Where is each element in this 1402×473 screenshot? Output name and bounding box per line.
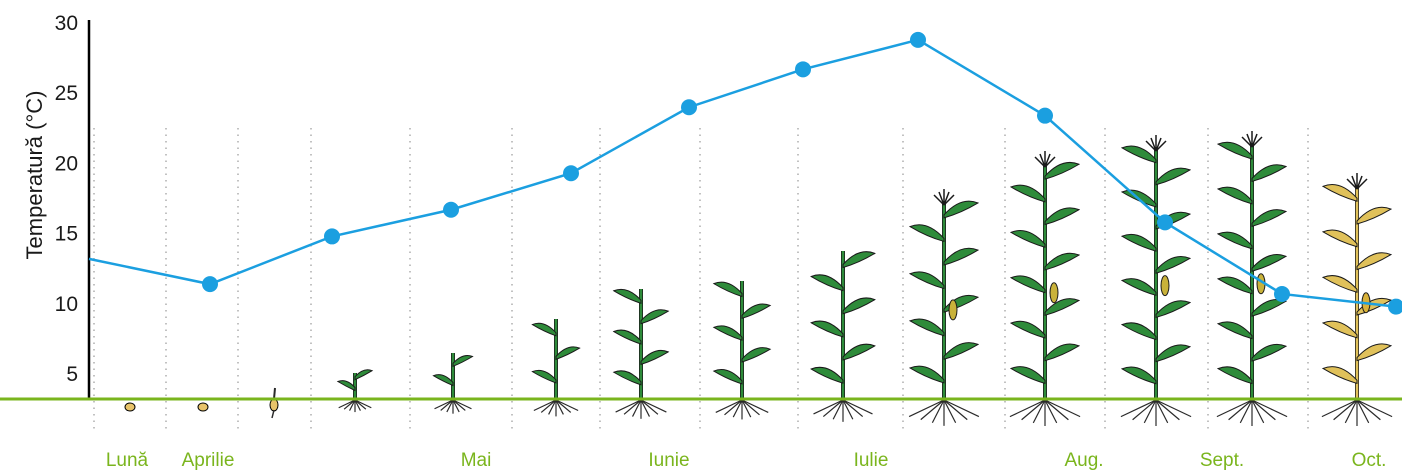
y-tick-label: 15 bbox=[55, 223, 78, 246]
month-labels: Lună Aprilie Mai Iunie Iulie Aug. Sept. Oct. bbox=[106, 450, 1387, 471]
temperature-point bbox=[1274, 285, 1290, 302]
plant-stage bbox=[1216, 131, 1288, 426]
month-label: Aprilie bbox=[182, 450, 235, 471]
plant-stage bbox=[197, 402, 209, 412]
y-tick-label: 30 bbox=[55, 12, 78, 35]
plant-stage bbox=[269, 387, 279, 419]
temperature-point bbox=[795, 61, 811, 78]
plant-stage bbox=[124, 402, 136, 412]
month-label: Iunie bbox=[648, 450, 689, 471]
month-label: Aug. bbox=[1064, 450, 1103, 471]
plant-stage bbox=[1009, 151, 1081, 426]
temperature-line bbox=[88, 38, 1397, 308]
temperature-point bbox=[1157, 214, 1173, 231]
y-tick-label: 5 bbox=[66, 363, 78, 386]
plant-stage bbox=[531, 319, 581, 417]
temperature-point bbox=[324, 228, 340, 245]
plant-stage bbox=[810, 251, 876, 422]
plant-stage bbox=[908, 189, 980, 426]
plant-stage bbox=[1120, 135, 1192, 426]
plant-stage bbox=[432, 353, 474, 414]
y-tick-label: 20 bbox=[55, 152, 78, 175]
temperature-point bbox=[563, 165, 579, 182]
plant-stage bbox=[712, 281, 772, 420]
y-axis-label: Temperatură (°C) bbox=[22, 91, 47, 260]
temperature-point bbox=[202, 276, 218, 293]
plant-growth-stages bbox=[124, 131, 1393, 426]
temperature-series bbox=[88, 31, 1402, 315]
temperature-point bbox=[443, 201, 459, 218]
month-label: Sept. bbox=[1200, 450, 1244, 471]
y-tick-label: 25 bbox=[55, 82, 78, 105]
temperature-point bbox=[1388, 298, 1402, 315]
month-label: Oct. bbox=[1352, 450, 1387, 471]
temperature-point bbox=[681, 99, 697, 116]
plant-stage bbox=[1321, 173, 1393, 426]
temperature-point bbox=[910, 31, 926, 48]
month-label: Mai bbox=[461, 450, 492, 471]
y-tick-label: 10 bbox=[55, 293, 78, 316]
plant-stage bbox=[336, 369, 374, 413]
y-axis-ticks: 5 10 15 20 25 30 bbox=[55, 12, 78, 386]
month-label: Iulie bbox=[854, 450, 889, 471]
temperature-point bbox=[1037, 107, 1053, 124]
plant-stage bbox=[612, 288, 670, 419]
month-label: Lună bbox=[106, 450, 149, 471]
